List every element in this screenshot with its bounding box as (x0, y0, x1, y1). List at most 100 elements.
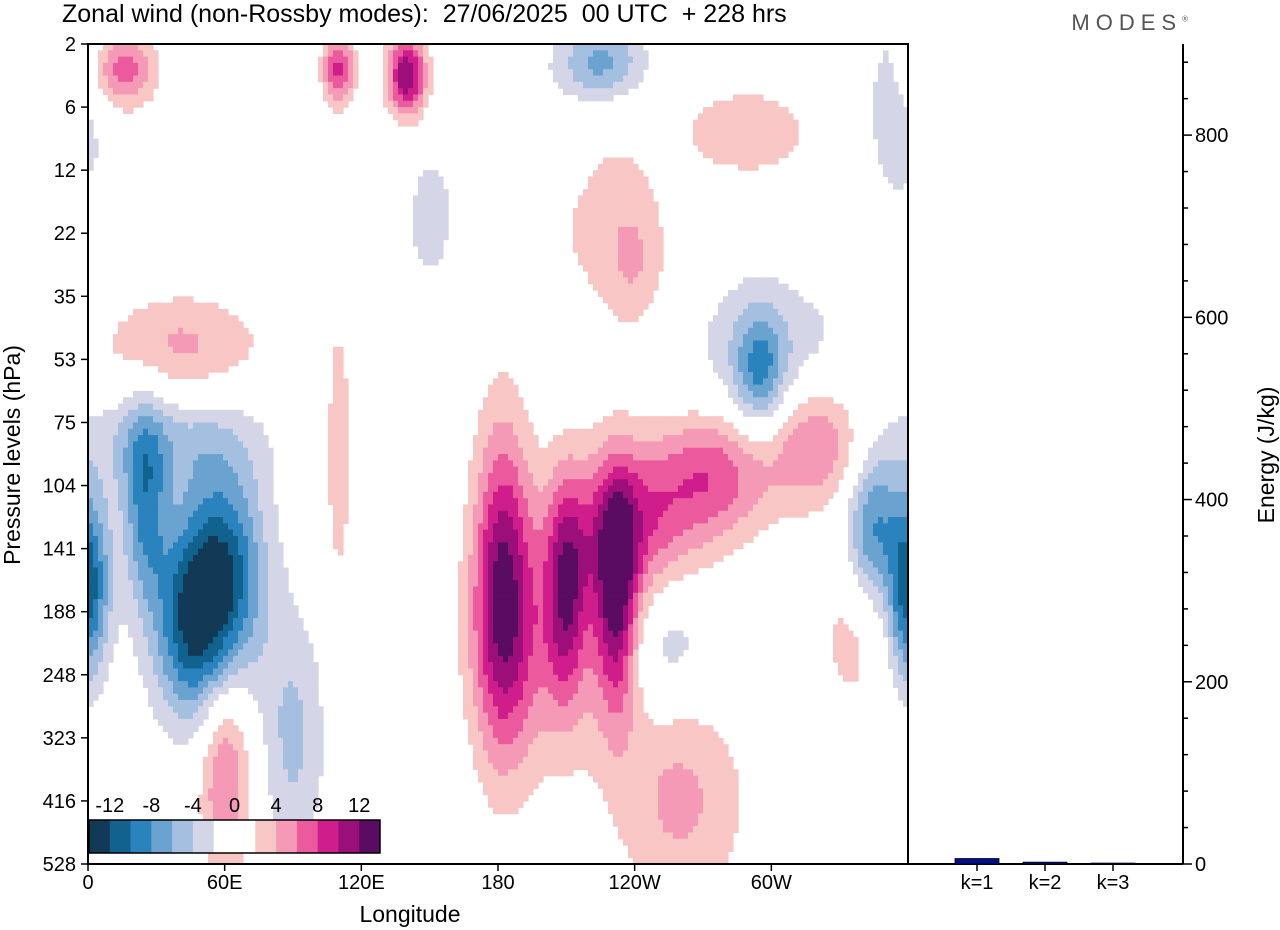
heatmap-cell (508, 662, 514, 670)
heatmap-cell (113, 485, 119, 493)
heatmap-cell (488, 491, 494, 499)
heatmap-cell (148, 573, 154, 581)
heatmap-cell (208, 807, 214, 815)
heatmap-cell (243, 554, 249, 562)
heatmap-cell (188, 529, 194, 537)
heatmap-cell (568, 737, 574, 745)
heatmap-cell (478, 567, 484, 575)
heatmap-cell (143, 674, 149, 682)
heatmap-cell (428, 220, 434, 228)
heatmap-cell (168, 554, 174, 562)
heatmap-cell (268, 536, 274, 543)
heatmap-cell (513, 756, 519, 764)
heatmap-cell (178, 731, 184, 739)
heatmap-cell (538, 655, 544, 663)
heatmap-cell (113, 81, 119, 89)
heatmap-cell (548, 731, 554, 739)
heatmap-cell (223, 744, 229, 752)
heatmap-cell (583, 668, 589, 676)
heatmap-cell (98, 554, 104, 562)
heatmap-cell (123, 605, 129, 613)
heatmap-cell (568, 567, 574, 575)
heatmap-cell (583, 687, 589, 695)
heatmap-cell (473, 636, 479, 644)
heatmap-cell (328, 422, 334, 430)
heatmap-cell (308, 668, 314, 676)
heatmap-cell (598, 567, 604, 575)
heatmap-cell (533, 725, 539, 733)
heatmap-cell (478, 580, 484, 588)
heatmap-cell (323, 81, 329, 89)
heatmap-cell (608, 252, 614, 260)
heatmap-cell (483, 611, 489, 619)
heatmap-cell (488, 794, 494, 802)
heatmap-cell (463, 599, 469, 606)
heatmap-cell (113, 422, 119, 430)
heatmap-cell (488, 567, 494, 575)
heatmap-cell (438, 245, 444, 253)
heatmap-cell (158, 422, 164, 430)
heatmap-cell (508, 687, 514, 695)
heatmap-cell (188, 435, 194, 442)
heatmap-cell (508, 750, 514, 758)
heatmap-cell (563, 756, 569, 764)
heatmap-cell (153, 397, 159, 405)
heatmap-cell (213, 687, 219, 695)
heatmap-cell (478, 756, 484, 764)
heatmap-cell (153, 346, 159, 354)
heatmap-cell (158, 403, 164, 411)
heatmap-cell (178, 523, 184, 531)
heatmap-cell (563, 472, 569, 480)
heatmap-cell (263, 498, 269, 506)
heatmap-cell (193, 693, 199, 701)
heatmap-cell (343, 378, 349, 386)
heatmap-cell (238, 643, 244, 651)
heatmap-cell (148, 580, 154, 588)
heatmap-cell (538, 592, 544, 600)
heatmap-cell (193, 523, 199, 531)
heatmap-cell (518, 517, 524, 524)
heatmap-cell (538, 586, 544, 594)
heatmap-cell (253, 649, 259, 657)
heatmap-cell (413, 50, 419, 58)
heatmap-cell (518, 693, 524, 701)
heatmap-cell (303, 693, 309, 701)
heatmap-cell (518, 435, 524, 442)
heatmap-cell (248, 504, 254, 512)
heatmap-cell (283, 756, 289, 764)
heatmap-cell (238, 416, 244, 424)
heatmap-cell (588, 69, 594, 77)
heatmap-cell (503, 731, 509, 739)
heatmap-cell (458, 618, 464, 625)
heatmap-cell (258, 567, 264, 575)
heatmap-cell (238, 737, 244, 745)
heatmap-cell (318, 731, 324, 739)
heatmap-cell (253, 580, 259, 588)
heatmap-cell (218, 567, 224, 575)
heatmap-cell (583, 62, 589, 70)
heatmap-cell (308, 737, 314, 745)
heatmap-cell (533, 693, 539, 701)
heatmap-cell (283, 693, 289, 701)
heatmap-cell (218, 441, 224, 449)
heatmap-cell (498, 504, 504, 512)
heatmap-cell (513, 422, 519, 430)
heatmap-cell (413, 226, 419, 234)
heatmap-cell (223, 592, 229, 600)
heatmap-cell (113, 636, 119, 644)
heatmap-cell (343, 479, 349, 487)
heatmap-cell (523, 472, 529, 480)
heatmap-cell (538, 447, 544, 455)
heatmap-cell (588, 599, 594, 606)
heatmap-cell (568, 731, 574, 739)
heatmap-cell (578, 580, 584, 588)
heatmap-cell (323, 44, 329, 51)
heatmap-cell (263, 536, 269, 543)
heatmap-cell (218, 674, 224, 682)
heatmap-cell (583, 548, 589, 556)
heatmap-cell (173, 737, 179, 745)
heatmap-cell (598, 687, 604, 695)
heatmap-cell (173, 466, 179, 474)
heatmap-cell (598, 208, 604, 215)
heatmap-cell (248, 668, 254, 676)
